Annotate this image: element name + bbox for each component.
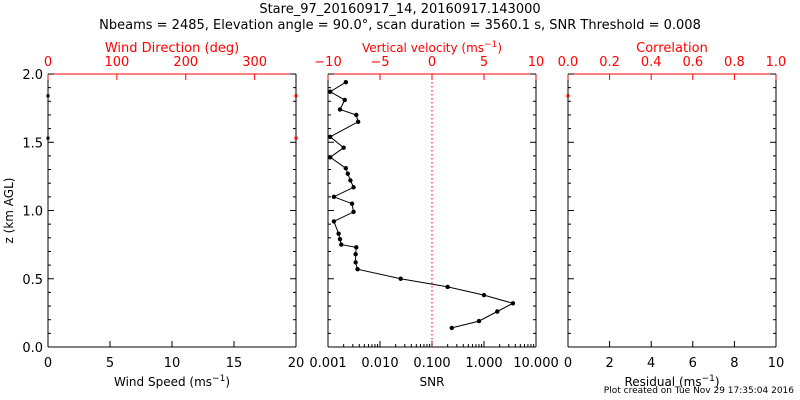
panel1-xtick-label: 0.001: [309, 356, 346, 371]
panel1-top-tick-label: 0: [428, 55, 436, 70]
panel0-xtick-label: 15: [226, 356, 243, 371]
snr-point: [343, 79, 349, 85]
snr-point: [339, 242, 344, 247]
snr-point: [345, 171, 350, 176]
panel2-xtick-label: 8: [730, 356, 738, 371]
snr-point: [349, 201, 355, 206]
snr-point: [354, 112, 359, 118]
panel0-xtick-label: 0: [44, 356, 52, 371]
snr-point: [353, 260, 358, 265]
panel2-xtick-label: 2: [605, 356, 613, 371]
wind-point: [46, 136, 50, 140]
panel0-top-tick-label: 200: [173, 55, 198, 70]
snr-point: [327, 89, 333, 94]
snr-point: [351, 209, 356, 215]
snr-point: [327, 155, 333, 160]
panel1-top-tick-label: −5: [370, 55, 389, 70]
ytick-label: 0.5: [22, 273, 43, 288]
wind-point: [294, 94, 298, 98]
plot-credit: Plot created on Tue Nov 29 17:35:04 2016: [603, 386, 794, 396]
snr-point: [449, 325, 454, 331]
snr-point: [342, 97, 347, 103]
panel2-top-tick-label: 0.4: [641, 55, 662, 70]
panel2-xlabel: Residual (ms−1): [624, 374, 719, 389]
panel1-xtick-label: 10.000: [513, 356, 559, 371]
panel2-xtick-label: 10: [768, 356, 785, 371]
snr-point: [348, 178, 353, 183]
panel0-top-label: Wind Direction (deg): [105, 41, 239, 56]
panel0-top-tick-label: 0: [44, 55, 52, 70]
snr-point: [510, 301, 516, 306]
panel2-xtick-label: 6: [689, 356, 697, 371]
panel1-xlabel: SNR: [420, 375, 445, 389]
ytick-label: 2.0: [22, 68, 43, 83]
snr-point: [337, 107, 343, 112]
panel0-xlabel: Wind Speed (ms−1): [114, 374, 230, 389]
snr-profile-line: [329, 81, 515, 329]
panel2-top-label: Correlation: [636, 41, 708, 56]
panel1-top-tick-label: 10: [528, 55, 545, 70]
snr-point: [343, 165, 349, 171]
snr-point: [353, 251, 358, 257]
panel1-xtick-label: 0.010: [361, 356, 398, 371]
wind-point: [294, 136, 298, 140]
panel2-top-tick-label: 0.8: [724, 55, 745, 70]
panel2-top-tick-label: 0.0: [558, 55, 579, 70]
figure-subtitle: Nbeams = 2485, Elevation angle = 90.0°, …: [99, 18, 701, 33]
panel2-xtick-label: 4: [647, 356, 655, 371]
snr-point: [476, 318, 482, 324]
panel1-top-label: Vertical velocity (ms−1): [362, 40, 502, 55]
panel1-xtick-label: 0.100: [413, 356, 450, 371]
panel2-top-tick-label: 1.0: [766, 55, 787, 70]
panel0-xtick-label: 20: [288, 356, 305, 371]
panel1-top-tick-label: −10: [314, 55, 341, 70]
snr-point: [337, 236, 343, 242]
snr-point: [398, 276, 403, 281]
ytick-label: 0.0: [22, 341, 43, 356]
panel2-top-tick-label: 0.2: [599, 55, 620, 70]
panel2-xtick-label: 0: [564, 356, 572, 371]
panel0-xtick-label: 10: [164, 356, 181, 371]
y-axis-label: z (km AGL): [2, 178, 16, 244]
panel0-top-tick-label: 100: [104, 55, 129, 70]
panel1-xtick-label: 1.000: [465, 356, 502, 371]
snr-point: [331, 194, 337, 200]
snr-point: [331, 219, 337, 224]
snr-point: [355, 119, 361, 124]
wind-point: [46, 94, 50, 98]
snr-point: [351, 185, 356, 190]
panel2-top-tick-label: 0.6: [682, 55, 703, 70]
panel1-top-tick-label: 5: [480, 55, 488, 70]
snr-point: [445, 284, 450, 290]
snr-point: [327, 134, 333, 139]
snr-point: [336, 231, 341, 236]
panel0-xtick-label: 5: [106, 356, 114, 371]
ytick-label: 1.5: [22, 136, 43, 151]
snr-point: [354, 245, 359, 250]
snr-point: [355, 266, 360, 272]
panel0-top-tick-label: 300: [242, 55, 267, 70]
correlation-point: [566, 94, 570, 98]
snr-point: [495, 309, 500, 314]
snr-point: [481, 292, 487, 298]
ytick-label: 1.0: [22, 205, 43, 220]
figure-title: Stare_97_20160917_14, 20160917.143000: [259, 2, 541, 17]
snr-point: [341, 145, 346, 150]
